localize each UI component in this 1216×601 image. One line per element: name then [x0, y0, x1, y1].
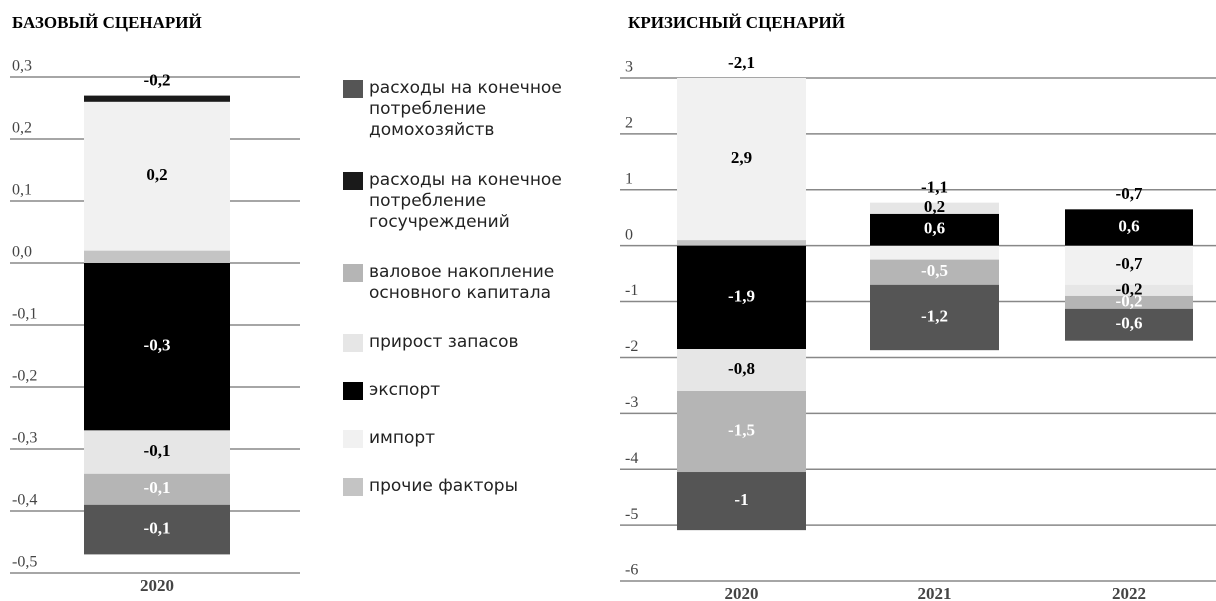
bar-segment [84, 95, 230, 102]
legend-swatch [343, 334, 363, 352]
bar-segment [870, 284, 999, 351]
data-label: 0,6 [1118, 216, 1139, 235]
legend-swatch [343, 478, 363, 496]
data-label: -0,2 [1116, 291, 1143, 310]
data-label: -0,2 [1116, 279, 1143, 298]
bar-segment [870, 259, 999, 285]
bar-segment [84, 250, 230, 263]
bar-segment [1065, 209, 1193, 246]
legend-item: импорт [343, 428, 593, 449]
data-label: 0,2 [924, 197, 945, 216]
y-tick-label: 0,1 [12, 182, 32, 199]
data-label: -1,5 [728, 420, 755, 439]
data-label: 2,9 [731, 148, 752, 167]
x-tick-label: 2020 [725, 584, 759, 601]
legend-swatch [343, 264, 363, 282]
data-label: 0,2 [146, 165, 167, 184]
y-tick-label: 0,2 [12, 120, 32, 137]
y-tick-label: -0,4 [12, 492, 37, 509]
y-tick-label: -2 [625, 338, 638, 355]
legend-item: прочие факторы [343, 476, 593, 497]
legend-label: расходы на конечное потребление госучреж… [369, 170, 562, 232]
legend-item: прирост запасов [343, 332, 593, 353]
data-label: -1 [734, 490, 748, 509]
data-label: -0,6 [1116, 314, 1143, 333]
data-label: -1,2 [921, 306, 948, 325]
bar-segment [677, 78, 806, 241]
bar-segment [84, 473, 230, 505]
data-label: -0,7 [1116, 254, 1143, 273]
bar-segment [677, 240, 806, 246]
data-label: -0,8 [728, 359, 755, 378]
bar-segment [84, 430, 230, 474]
bar-segment [1065, 284, 1193, 296]
bar-segment [677, 472, 806, 531]
total-label: -2,1 [728, 53, 755, 72]
y-tick-label: -4 [625, 450, 638, 467]
y-tick-label: -0,3 [12, 430, 37, 447]
bar-segment [1065, 295, 1193, 309]
total-label: -1,1 [921, 178, 948, 197]
legend-item: экспорт [343, 380, 593, 401]
legend-swatch [343, 80, 363, 98]
legend-item: валовое накопление основного капитала [343, 262, 593, 304]
x-tick-label: 2021 [918, 584, 952, 601]
bar-segment [870, 202, 999, 214]
bar-segment [1065, 308, 1193, 341]
legend-label: прочие факторы [369, 476, 518, 496]
y-tick-label: 0,0 [12, 244, 32, 261]
legend-label: импорт [369, 428, 436, 448]
legend-label: расходы на конечное потребление домохозя… [369, 78, 562, 140]
y-tick-label: -1 [625, 282, 638, 299]
data-label: -0,1 [144, 519, 171, 538]
y-tick-label: 3 [625, 59, 633, 76]
bar-segment [677, 349, 806, 391]
y-tick-label: 0,3 [12, 58, 32, 75]
bar-segment [1065, 245, 1193, 285]
bar-segment [870, 213, 999, 246]
legend-label: экспорт [369, 380, 441, 400]
chart-title: КРИЗИСНЫЙ СЦЕНАРИЙ [628, 13, 845, 32]
bar-segment [84, 101, 230, 251]
data-label: -0,3 [144, 336, 171, 355]
x-tick-label: 2022 [1112, 584, 1146, 601]
y-tick-label: 0 [625, 226, 633, 243]
legend-item: расходы на конечное потребление госучреж… [343, 170, 593, 233]
y-tick-label: -6 [625, 562, 638, 579]
bar-segment [84, 263, 230, 431]
chart-title: БАЗОВЫЙ СЦЕНАРИЙ [12, 13, 202, 32]
legend-swatch [343, 430, 363, 448]
y-tick-label: -3 [625, 394, 638, 411]
data-label: 0,6 [924, 219, 945, 238]
bar-segment [870, 245, 999, 260]
legend-item: расходы на конечное потребление домохозя… [343, 78, 593, 141]
y-tick-label: -0,1 [12, 306, 37, 323]
y-tick-label: -5 [625, 506, 638, 523]
y-tick-label: -0,2 [12, 368, 37, 385]
data-label: -0,1 [144, 441, 171, 460]
legend-swatch [343, 172, 363, 190]
bar-segment [84, 504, 230, 555]
bar-segment [677, 390, 806, 473]
y-tick-label: -0,5 [12, 554, 37, 571]
y-tick-label: 1 [625, 170, 633, 187]
y-tick-label: 2 [625, 115, 633, 132]
legend-swatch [343, 382, 363, 400]
x-tick-label: 2020 [140, 576, 174, 595]
legend-label: прирост запасов [369, 332, 519, 352]
legend-label: валовое накопление основного капитала [369, 262, 555, 303]
data-label: -0,5 [921, 261, 948, 280]
total-label: -0,2 [144, 71, 171, 90]
data-label: -0,1 [144, 478, 171, 497]
total-label: -0,7 [1116, 184, 1143, 203]
data-label: -1,9 [728, 286, 755, 305]
bar-segment [677, 245, 806, 350]
